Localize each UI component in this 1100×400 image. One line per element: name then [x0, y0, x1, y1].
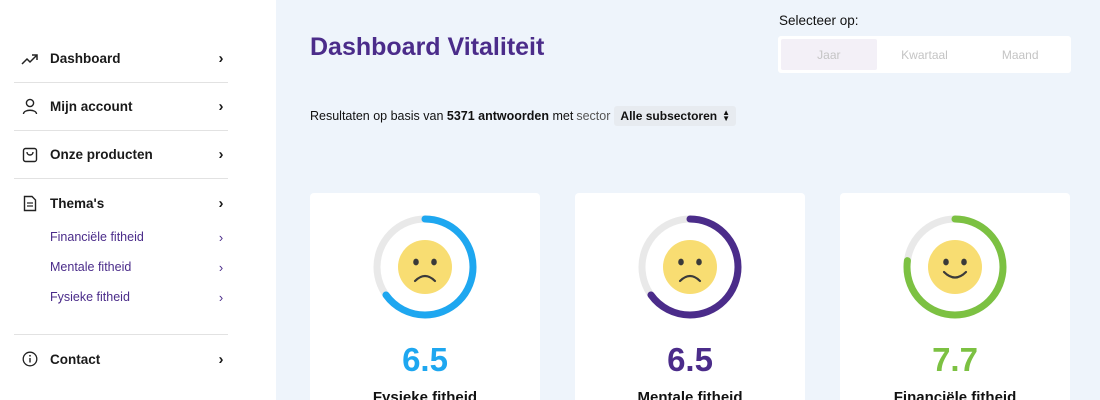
results-count: 5371 antwoorden: [446, 109, 550, 123]
sidebar-item-label: Dashboard: [50, 51, 121, 66]
sidebar-item-mijn-account[interactable]: Mijn account ›: [14, 83, 228, 131]
period-option-kwartaal[interactable]: Kwartaal: [901, 47, 948, 62]
score-card-label: Financiële fitheid: [893, 389, 1017, 400]
score-card-financiele-fitheid[interactable]: 7.7 Financiële fitheid: [840, 193, 1070, 400]
chevron-right-icon: ›: [218, 146, 224, 163]
period-select-label: Selecteer op:: [779, 13, 859, 28]
score-value: 6.5: [402, 341, 448, 378]
sidebar: Dashboard › Mijn account › Onze producte…: [0, 0, 276, 400]
sidebar-subitem-label: Mentale fitheid: [50, 260, 132, 274]
sidebar-item-themas[interactable]: Thema's ›: [14, 179, 228, 227]
sidebar-subitem-mentale-fitheid[interactable]: Mentale fitheid ›: [50, 255, 228, 279]
sad-face-icon: [663, 240, 717, 294]
score-card-mentale-fitheid[interactable]: 6.5 Mentale fitheid: [575, 193, 805, 400]
score-value: 6.5: [667, 341, 713, 378]
sidebar-item-onze-producten[interactable]: Onze producten ›: [14, 131, 228, 179]
sidebar-item-label: Contact: [50, 351, 101, 367]
document-icon: [20, 193, 40, 213]
results-middle: met: [552, 109, 574, 123]
sidebar-item-contact[interactable]: Contact ›: [14, 335, 228, 383]
period-option-maand[interactable]: Maand: [1001, 47, 1039, 62]
sidebar-item-dashboard[interactable]: Dashboard ›: [14, 35, 228, 83]
score-ring: [903, 215, 1007, 319]
select-arrows-icon: ▲ ▼: [722, 107, 731, 123]
results-prefix: Resultaten op basis van: [310, 109, 444, 123]
sidebar-item-label: Thema's: [50, 195, 105, 211]
score-card-label: Fysieke fitheid: [372, 389, 478, 400]
sidebar-subitem-label: Financiële fitheid: [50, 230, 144, 244]
chevron-right-icon: ›: [218, 289, 224, 305]
period-option-jaar[interactable]: Jaar: [781, 39, 877, 70]
sidebar-subitem-label: Fysieke fitheid: [50, 290, 130, 304]
sidebar-subitem-fysieke-fitheid[interactable]: Fysieke fitheid ›: [50, 285, 228, 309]
user-icon: [20, 97, 40, 117]
score-ring: [638, 215, 742, 319]
results-summary: Resultaten op basis van 5371 antwoorden …: [310, 106, 737, 126]
sector-label: sector: [576, 109, 611, 123]
happy-face-icon: [928, 240, 982, 294]
chevron-right-icon: ›: [218, 194, 224, 212]
info-icon: [20, 349, 40, 369]
chevron-right-icon: ›: [218, 350, 224, 368]
subsector-select[interactable]: Alle subsectoren ▲ ▼: [614, 106, 737, 126]
period-segmented-control: Jaar Kwartaal Maand: [778, 36, 1071, 73]
trending-up-icon: [20, 49, 40, 69]
sidebar-item-label: Onze producten: [50, 147, 153, 162]
page-title: Dashboard Vitaliteit: [310, 33, 545, 61]
sad-face-icon: [398, 240, 452, 294]
chevron-right-icon: ›: [218, 259, 224, 275]
score-card-label: Mentale fitheid: [637, 389, 743, 400]
main-content: Dashboard Vitaliteit Selecteer op: Jaar …: [276, 0, 1100, 400]
shopping-bag-icon: [20, 145, 40, 165]
score-ring: [373, 215, 477, 319]
sidebar-divider: [14, 334, 228, 335]
sidebar-subitem-financiele-fitheid[interactable]: Financiële fitheid ›: [50, 225, 228, 249]
chevron-right-icon: ›: [218, 98, 224, 115]
chevron-right-icon: ›: [218, 229, 224, 245]
score-card-fysieke-fitheid[interactable]: 6.5 Fysieke fitheid: [310, 193, 540, 400]
chevron-right-icon: ›: [218, 50, 224, 67]
subsector-select-value: Alle subsectoren: [620, 109, 718, 123]
sidebar-item-label: Mijn account: [50, 99, 133, 114]
score-value: 7.7: [932, 341, 978, 378]
